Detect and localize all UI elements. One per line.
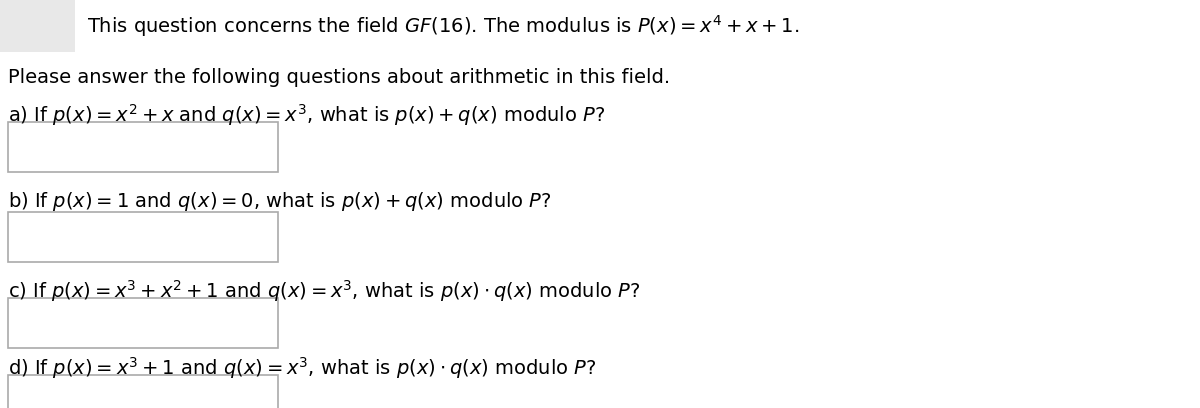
Bar — [74, 0, 1200, 52]
Bar — [0, 0, 1200, 52]
FancyBboxPatch shape — [8, 298, 278, 348]
Text: Please answer the following questions about arithmetic in this field.: Please answer the following questions ab… — [8, 68, 670, 87]
FancyBboxPatch shape — [8, 375, 278, 408]
Text: b) If $p(x) = 1$ and $q(x) = 0$, what is $p(x) + q(x)$ modulo $P$?: b) If $p(x) = 1$ and $q(x) = 0$, what is… — [8, 190, 552, 213]
Text: a) If $p(x) = x^2 + x$ and $q(x) = x^3$, what is $p(x) + q(x)$ modulo $P$?: a) If $p(x) = x^2 + x$ and $q(x) = x^3$,… — [8, 102, 605, 128]
Text: This question concerns the field $GF(16)$. The modulus is $P(x) = x^4 + x + 1$.: This question concerns the field $GF(16)… — [88, 13, 799, 39]
FancyBboxPatch shape — [8, 212, 278, 262]
Text: c) If $p(x) = x^3 + x^2 + 1$ and $q(x) = x^3$, what is $p(x) \cdot q(x)$ modulo : c) If $p(x) = x^3 + x^2 + 1$ and $q(x) =… — [8, 278, 641, 304]
FancyBboxPatch shape — [8, 122, 278, 172]
Text: d) If $p(x) = x^3 + 1$ and $q(x) = x^3$, what is $p(x) \cdot q(x)$ modulo $P$?: d) If $p(x) = x^3 + 1$ and $q(x) = x^3$,… — [8, 355, 596, 381]
